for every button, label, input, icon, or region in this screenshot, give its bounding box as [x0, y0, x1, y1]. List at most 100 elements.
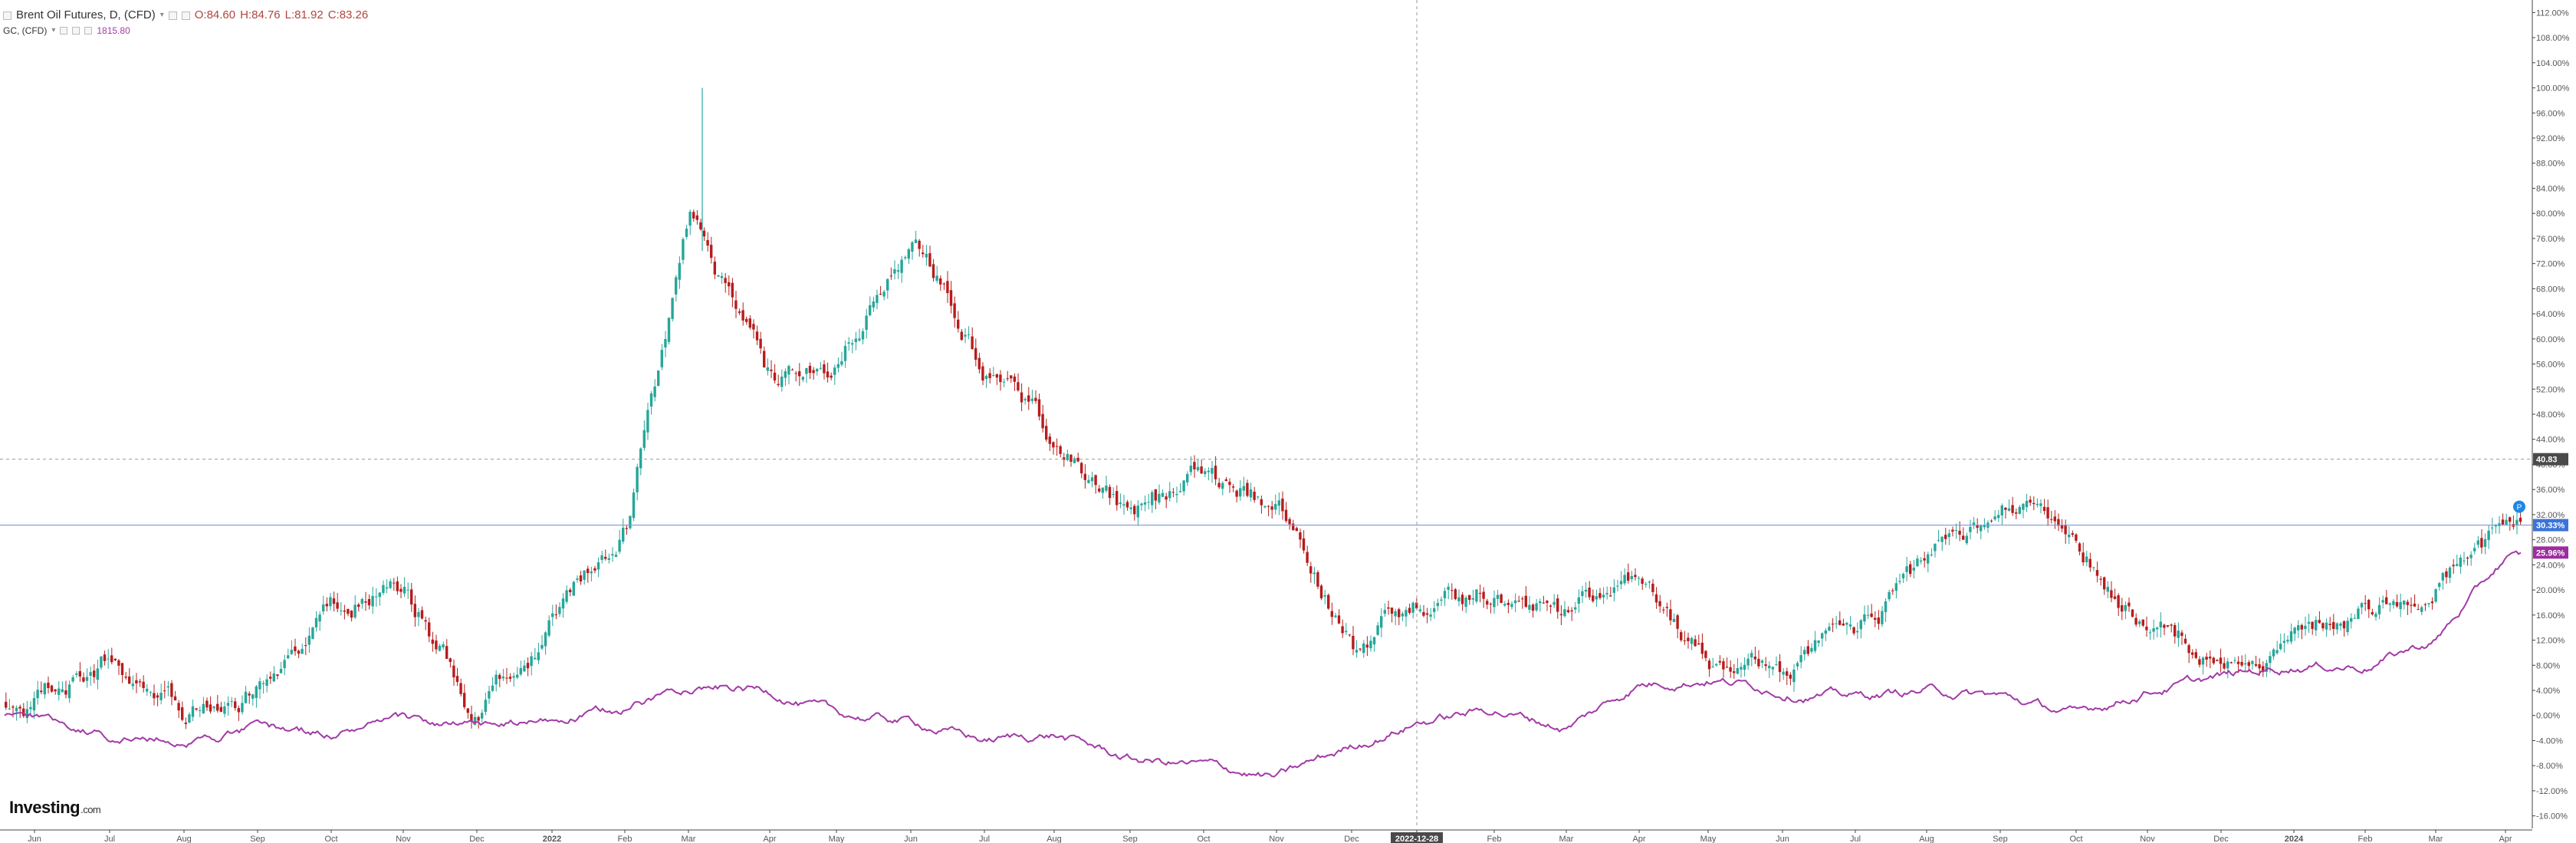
candle-body: [2420, 607, 2423, 612]
secondary-series-value: 1815.80: [97, 25, 130, 36]
candle-body: [773, 372, 777, 381]
candle-body: [893, 268, 896, 274]
candle-body: [297, 650, 301, 654]
candle-body: [294, 646, 297, 651]
candle-body: [1348, 634, 1351, 636]
candle-body: [396, 581, 399, 591]
candle-body: [526, 663, 530, 669]
candle-body: [981, 366, 984, 381]
candle-body: [2032, 502, 2036, 505]
candle-body: [1112, 494, 1115, 496]
candle-body: [512, 676, 515, 678]
remove-icon[interactable]: [181, 11, 190, 20]
candle-body: [367, 598, 371, 606]
legend-main-row: Brent Oil Futures, D, (CFD) ▾ O:84.60 H:…: [3, 8, 368, 23]
candle-body: [2258, 664, 2261, 669]
candle-body: [1398, 609, 1401, 617]
candle-body: [1429, 614, 1432, 617]
candle-body: [734, 300, 738, 309]
secondary-series-title[interactable]: GC, (CFD): [3, 25, 48, 36]
candle-body: [2036, 503, 2039, 505]
candle-body: [146, 688, 149, 692]
candle-body: [1433, 608, 1436, 612]
candle-body: [1662, 609, 1665, 611]
candle-body: [2205, 657, 2208, 660]
candle-body: [428, 622, 431, 637]
candle-body: [54, 689, 57, 692]
candle-body: [2007, 508, 2011, 511]
candle-body: [2350, 617, 2353, 622]
candle-body: [1045, 426, 1048, 440]
candle-body: [1500, 594, 1503, 604]
candle-body: [1105, 486, 1108, 491]
y-tick-label: 112.00%: [2536, 8, 2569, 18]
candle-body: [622, 528, 625, 542]
candle-body: [1239, 488, 1242, 497]
candle-body: [1690, 637, 1694, 644]
candle-body: [2403, 601, 2406, 605]
caret-down-icon[interactable]: ▾: [159, 11, 164, 19]
candle-body: [2141, 619, 2144, 626]
candle-body: [402, 587, 406, 594]
alert-icon: [2513, 500, 2525, 513]
candle-body: [678, 262, 681, 280]
candle-body: [2068, 534, 2071, 538]
candle-body: [819, 367, 822, 369]
candle-body: [939, 278, 942, 285]
candle-body: [745, 318, 748, 322]
candle-body: [1736, 667, 1739, 674]
candle-body: [1010, 375, 1013, 379]
candle-body: [2187, 645, 2190, 654]
candle-body: [1877, 617, 1880, 624]
candle-body: [1207, 470, 1210, 473]
candle-body: [561, 598, 565, 609]
candle-body: [2174, 624, 2177, 637]
candle-body: [2092, 567, 2095, 568]
candle-body: [579, 575, 583, 582]
candle-body: [1133, 505, 1136, 515]
y-tick-label: 48.00%: [2536, 410, 2565, 420]
candle-body: [29, 706, 32, 710]
candle-body: [181, 707, 184, 720]
candle-body: [1937, 540, 1940, 542]
candle-body: [1299, 532, 1302, 540]
candle-body: [1616, 585, 1619, 587]
candle-body: [135, 680, 138, 683]
open-value: O:84.60: [194, 8, 236, 21]
caret-down-icon[interactable]: ▾: [51, 26, 56, 35]
candle-body: [1729, 667, 1732, 672]
candle-body: [272, 673, 275, 682]
candle-body: [1602, 594, 1605, 598]
candle-body: [1556, 598, 1559, 612]
candle-body: [188, 714, 191, 723]
y-axis: 112.00% 108.00% 104.00% 100.00% 96.00% 92.00%…: [2532, 0, 2570, 828]
candle-body: [371, 595, 374, 607]
candle-body: [1524, 595, 1527, 608]
eye-icon[interactable]: [60, 27, 68, 35]
candle-body: [2191, 652, 2194, 655]
candle-body: [2371, 612, 2374, 614]
candle-body: [378, 592, 381, 598]
candle-body: [519, 667, 522, 675]
candle-body: [2046, 507, 2049, 519]
candle-body: [1143, 502, 1147, 505]
candle-body: [1976, 524, 1979, 529]
candle-body: [1211, 467, 1214, 474]
candle-body: [32, 698, 36, 711]
settings-icon[interactable]: [72, 27, 80, 35]
main-series-title[interactable]: Brent Oil Futures, D, (CFD): [16, 8, 156, 21]
candle-body: [702, 230, 706, 237]
candle-body: [1017, 382, 1020, 390]
collapse-toggle-icon[interactable]: [3, 11, 12, 20]
candle-body: [925, 253, 928, 258]
candle-body: [1496, 594, 1500, 599]
remove-icon[interactable]: [84, 27, 93, 35]
candle-body: [18, 706, 21, 709]
candle-body: [1284, 509, 1288, 522]
settings-icon[interactable]: [168, 11, 177, 20]
candle-body: [932, 264, 935, 278]
candle-body: [1715, 664, 1718, 666]
candle-body: [1546, 601, 1549, 604]
candle-body: [1651, 583, 1654, 592]
